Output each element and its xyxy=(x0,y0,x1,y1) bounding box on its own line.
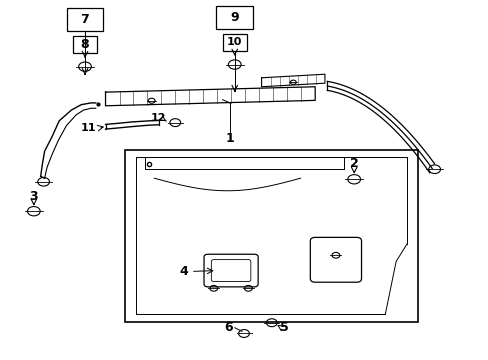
Text: 7: 7 xyxy=(80,13,89,26)
Text: 4: 4 xyxy=(179,265,188,278)
Text: 10: 10 xyxy=(226,37,242,47)
Text: 12: 12 xyxy=(151,113,166,123)
Text: 8: 8 xyxy=(81,38,89,51)
Text: 11: 11 xyxy=(80,123,96,133)
Text: 6: 6 xyxy=(224,321,233,334)
Text: 3: 3 xyxy=(29,190,38,203)
Text: 9: 9 xyxy=(230,11,238,24)
Text: 2: 2 xyxy=(349,157,358,170)
Text: 1: 1 xyxy=(225,132,234,145)
Text: 5: 5 xyxy=(280,321,288,334)
